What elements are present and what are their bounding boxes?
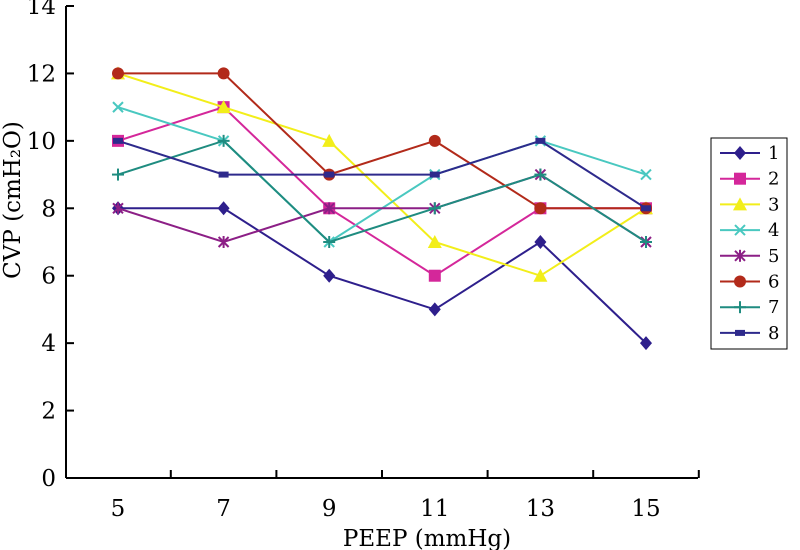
data-point	[534, 202, 547, 215]
data-point	[322, 133, 337, 147]
data-point	[428, 202, 441, 215]
legend-item-3: 3	[720, 194, 779, 215]
legend-marker	[734, 301, 746, 314]
x-ticks: 5 7 9 11 13 15	[111, 470, 700, 522]
data-point	[112, 101, 124, 113]
legend-item-4: 4	[720, 220, 779, 241]
data-point	[429, 171, 440, 178]
series-line	[117, 139, 647, 210]
legend-label: 1	[768, 143, 779, 164]
legend-marker	[733, 197, 747, 211]
data-point	[427, 235, 442, 248]
data-point	[112, 168, 124, 181]
legend-item-2: 2	[720, 169, 779, 190]
y-ticks: 0 2 4 6 8 10 12 14	[27, 0, 74, 492]
data-point	[323, 202, 335, 215]
x-tick-label: 11	[420, 496, 449, 522]
legend: 1 2 3 4 5 6 7 8	[710, 137, 788, 350]
legend-marker	[735, 329, 745, 336]
series-7	[112, 134, 652, 248]
legend-item-7: 7	[720, 297, 779, 318]
y-tick-label: 8	[41, 196, 56, 222]
legend-item-6: 6	[720, 272, 779, 293]
y-tick-label: 14	[27, 0, 56, 20]
series-line	[117, 72, 647, 277]
data-point	[641, 205, 651, 212]
legend-label: 2	[768, 169, 779, 190]
legend-marker	[734, 275, 746, 288]
legend-label: 8	[768, 323, 779, 344]
series-line	[118, 207, 647, 344]
data-point	[113, 137, 123, 144]
x-tick-label: 9	[322, 496, 337, 522]
data-point	[640, 336, 652, 351]
x-axis-title: PEEP (mmHg)	[343, 526, 511, 550]
legend-item-8: 8	[720, 323, 779, 344]
y-tick-label: 2	[41, 399, 56, 425]
data-point	[533, 268, 548, 282]
series-1	[112, 201, 652, 351]
legend-label: 4	[768, 220, 779, 241]
legend-marker	[734, 249, 746, 262]
data-point	[640, 236, 652, 248]
y-tick-label: 12	[27, 61, 56, 87]
x-tick-label: 5	[111, 496, 126, 522]
x-tick-label: 13	[526, 496, 555, 522]
data-point	[217, 134, 230, 147]
legend-label: 6	[768, 272, 779, 293]
legend-marker	[734, 224, 746, 236]
data-point	[534, 168, 547, 181]
data-point	[112, 202, 124, 215]
series-layer	[111, 66, 653, 351]
data-point	[323, 268, 336, 283]
data-point	[216, 100, 231, 114]
y-tick-label: 6	[41, 264, 56, 290]
series-line	[118, 72, 646, 210]
y-axis-title: CVP (cmH₂O)	[0, 121, 26, 279]
x-tick-label: 15	[631, 496, 660, 522]
data-point	[428, 134, 441, 147]
legend-item-1: 1	[720, 143, 779, 164]
legend-label: 5	[768, 246, 779, 267]
data-point	[324, 171, 335, 178]
y-tick-label: 4	[41, 331, 56, 357]
data-point	[217, 236, 230, 248]
data-point	[217, 67, 230, 80]
legend-marker	[734, 146, 746, 160]
series-line	[117, 139, 647, 244]
data-point	[534, 235, 547, 249]
y-tick-label: 10	[27, 129, 56, 155]
series-8	[113, 137, 651, 212]
legend-marker	[734, 172, 746, 185]
legend-box	[710, 137, 788, 350]
legend-label: 3	[768, 194, 779, 215]
data-point	[217, 201, 230, 216]
data-point	[640, 168, 652, 181]
x-tick-label: 7	[216, 496, 231, 522]
data-point	[218, 171, 229, 178]
data-point	[428, 302, 441, 317]
legend-item-5: 5	[720, 246, 779, 267]
data-point	[323, 236, 336, 248]
data-point	[112, 67, 124, 80]
data-point	[535, 137, 546, 144]
data-point	[428, 269, 441, 282]
legend-label: 7	[768, 297, 779, 318]
y-tick-label: 0	[41, 466, 56, 492]
